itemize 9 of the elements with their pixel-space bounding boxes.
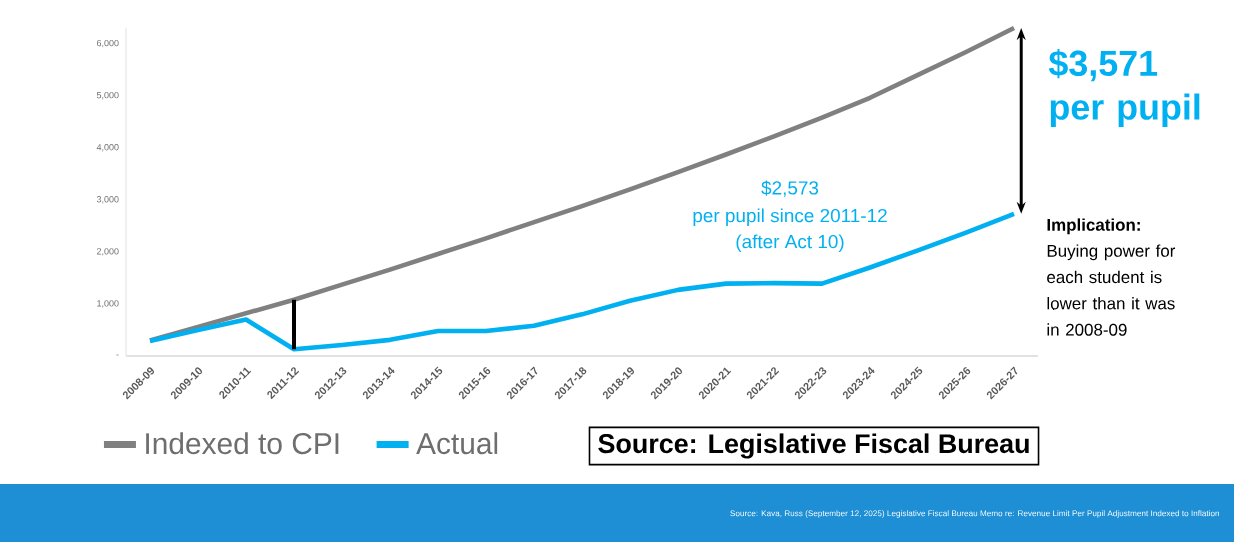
text: Buying power for each student is lower than it was in 2008-09 xyxy=(1047,244,1176,336)
text: Implication: xyxy=(1047,218,1140,235)
annotation: per pupil since 2011-12 xyxy=(693,208,887,227)
annotation: (after Act 10) xyxy=(736,234,844,253)
legend-label: Indexed to CPI xyxy=(146,432,339,455)
legend-label: Actual xyxy=(416,432,498,455)
annotation: $2,573 xyxy=(761,180,819,197)
text: $3,571 per pupil xyxy=(1048,49,1200,127)
source-note: Source: Legislative Fiscal Bureau xyxy=(598,433,1029,459)
